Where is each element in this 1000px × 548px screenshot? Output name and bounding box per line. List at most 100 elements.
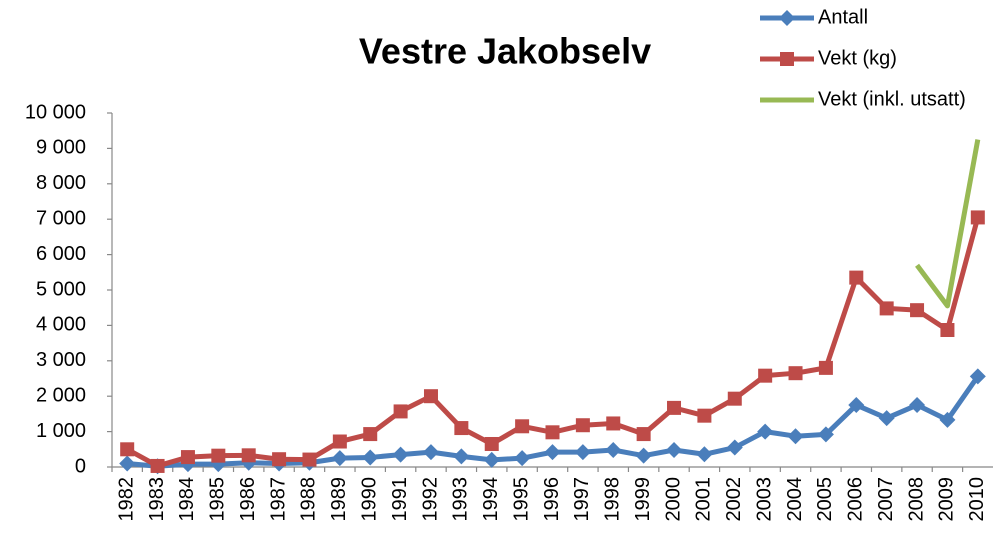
x-tick-label: 1993 [450,477,472,522]
y-tick-label: 4 000 [36,314,86,336]
x-tick-label: 2009 [936,477,958,522]
point [120,442,135,457]
x-tick-label: 2007 [875,477,897,522]
point [454,421,469,436]
point [180,450,195,465]
x-tick-label: 1982 [115,477,137,522]
point [392,446,409,463]
x-tick-label: 1988 [298,477,320,522]
point [393,404,408,419]
point [636,427,651,442]
point [605,442,622,459]
legend-label: Antall [818,6,868,28]
point [423,389,438,404]
point [241,448,256,463]
point [484,436,499,451]
x-tick-label: 2006 [845,477,867,522]
point [666,442,683,459]
point [150,458,165,473]
point [818,360,833,375]
point [545,425,560,440]
point [940,323,955,338]
point [878,410,895,427]
point [788,366,803,381]
point [331,450,348,467]
point [817,426,834,443]
x-tick-label: 2001 [693,477,715,522]
point [362,449,379,466]
x-tick-label: 1997 [571,477,593,522]
x-tick-label: 1999 [632,477,654,522]
x-tick-label: 2002 [723,477,745,522]
point [909,397,926,414]
point [514,450,531,467]
point [606,416,621,431]
x-tick-label: 1990 [359,477,381,522]
x-tick-label: 1994 [480,477,502,522]
x-tick-label: 2008 [905,477,927,522]
x-tick-label: 1991 [389,477,411,522]
point [849,270,864,285]
point [787,428,804,445]
legend-label: Vekt (kg) [818,47,897,69]
point [969,368,986,385]
x-tick-label: 1983 [146,477,168,522]
point [302,452,317,467]
point [727,391,742,406]
x-tick-label: 2003 [753,477,775,522]
y-tick-label: 7 000 [36,207,86,229]
y-tick-label: 0 [75,455,86,477]
x-tick-label: 1986 [237,477,259,522]
x-tick-label: 1989 [328,477,350,522]
point [575,418,590,433]
series-line [915,139,981,309]
y-tick-label: 1 000 [36,420,86,442]
y-tick-label: 6 000 [36,243,86,265]
x-tick-label: 1996 [541,477,563,522]
y-tick-label: 8 000 [36,172,86,194]
point [363,427,378,442]
point [758,368,773,383]
x-tick-label: 1985 [207,477,229,522]
x-tick-label: 2000 [662,477,684,522]
point [757,423,774,440]
point [332,434,347,449]
point [697,408,712,423]
x-tick-label: 1987 [267,477,289,522]
chart-title: Vestre Jakobselv [359,31,651,72]
point [515,419,530,434]
legend-marker [779,10,795,26]
point [272,452,287,467]
point [211,448,226,463]
point [119,455,136,472]
x-tick-label: 2004 [784,477,806,522]
point [848,397,865,414]
point [422,444,439,461]
point [667,400,682,415]
legend-marker [780,52,794,66]
point [696,446,713,463]
x-tick-label: 1995 [510,477,532,522]
x-tick-label: 1998 [602,477,624,522]
y-tick-label: 10 000 [25,101,86,123]
x-tick-label: 2010 [966,477,988,522]
point [970,210,985,225]
x-tick-label: 1984 [176,477,198,522]
y-tick-label: 3 000 [36,349,86,371]
y-tick-label: 5 000 [36,278,86,300]
point [453,448,470,465]
point [939,411,956,428]
point [910,303,925,318]
y-tick-label: 2 000 [36,384,86,406]
point [544,444,561,461]
x-tick-label: 2005 [814,477,836,522]
legend-label: Vekt (inkl. utsatt) [818,88,966,110]
point [483,451,500,468]
point [879,301,894,316]
point [726,439,743,456]
y-tick-label: 9 000 [36,137,86,159]
x-tick-label: 1992 [419,477,441,522]
point [574,444,591,461]
point [635,447,652,464]
